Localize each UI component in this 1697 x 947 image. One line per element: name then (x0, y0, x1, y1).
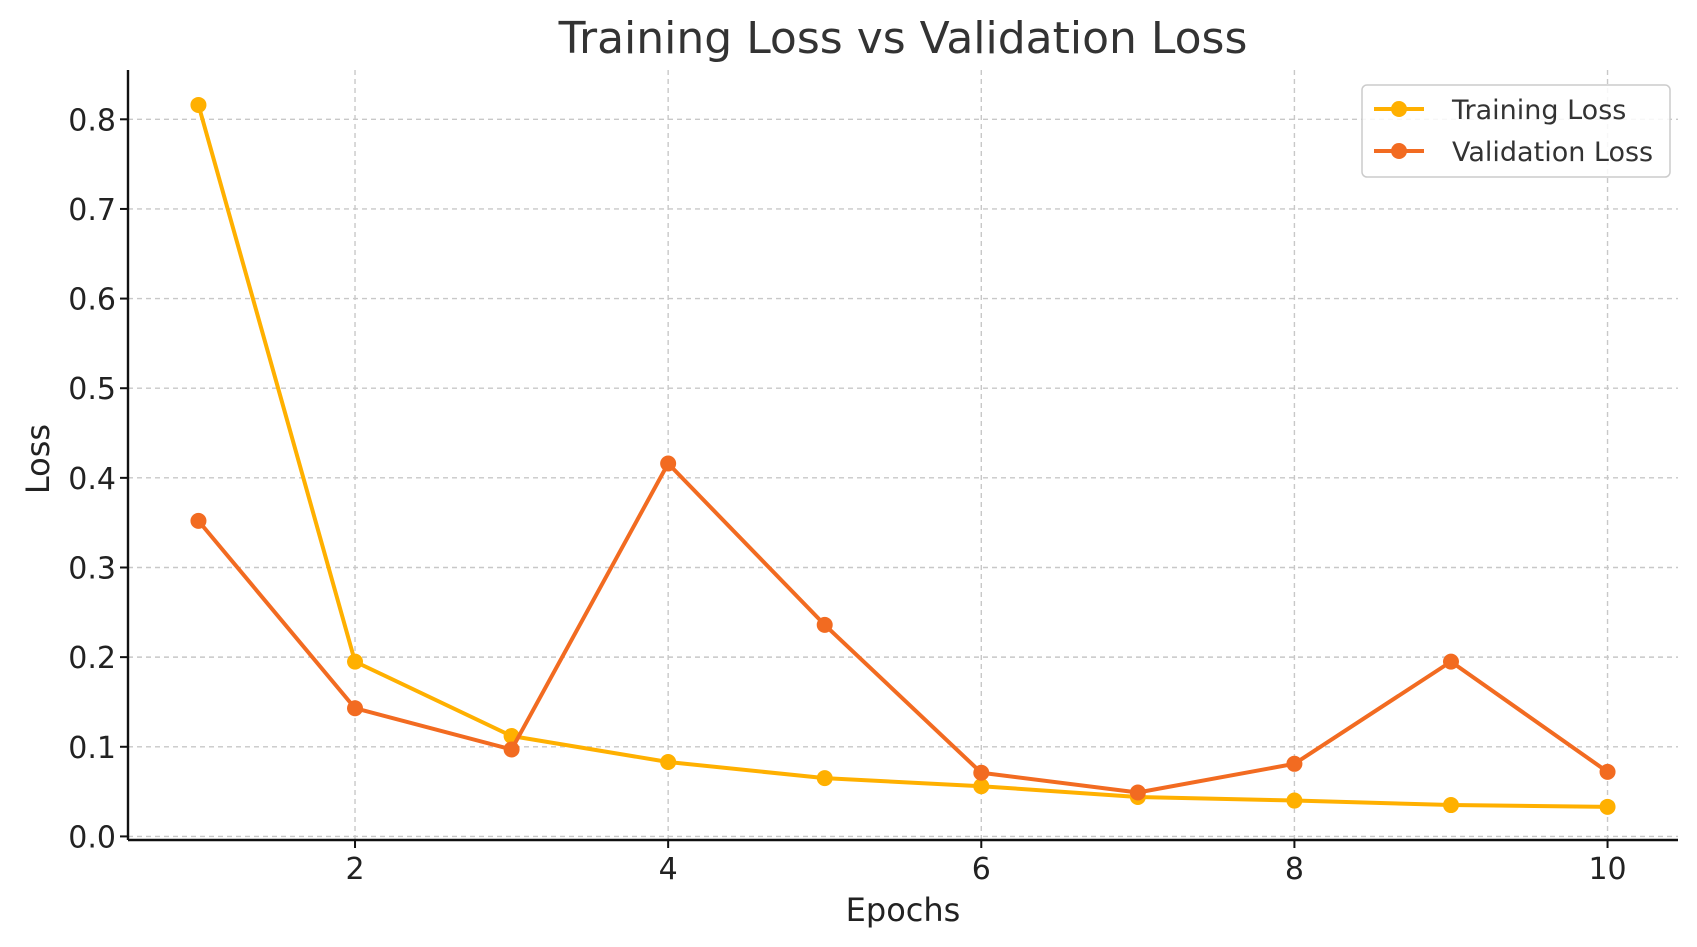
legend-box (1361, 84, 1671, 178)
y-tick-label: 0.1 (68, 731, 116, 766)
y-tick-label: 0.5 (68, 372, 116, 407)
data-point (190, 96, 207, 113)
data-point (660, 754, 677, 771)
x-axis-label: Epochs (846, 891, 961, 929)
data-point (347, 653, 364, 670)
data-point (190, 512, 207, 529)
x-tick-label: 6 (972, 852, 991, 887)
chart-title: Training Loss vs Validation Loss (558, 13, 1248, 64)
data-point (660, 455, 677, 472)
data-point (1286, 755, 1303, 772)
data-point (1442, 797, 1459, 814)
legend-item: Validation Loss (1374, 137, 1653, 168)
axes-layer: 2 4 6 8 10 0.0 0.1 0.2 0.3 0.4 0.5 0.6 0.7 0.8 (68, 70, 1678, 887)
x-tick-label: 8 (1285, 852, 1304, 887)
y-tick-label: 0.3 (68, 551, 116, 586)
legend: Training Loss Validation Loss (1361, 84, 1671, 178)
y-tick-label: 0.7 (68, 193, 116, 228)
series-line (196, 102, 1610, 809)
legend-label: Validation Loss (1452, 137, 1653, 168)
series-layer (190, 96, 1616, 815)
series-line (196, 461, 1610, 795)
data-point (1286, 792, 1303, 809)
y-tick-label: 0.8 (68, 103, 116, 138)
legend-item: Training Loss (1374, 95, 1626, 126)
data-point (503, 741, 520, 758)
grid-layer (128, 70, 1678, 840)
series-training-loss (190, 96, 1616, 815)
data-point (1599, 798, 1616, 815)
x-tick-label: 10 (1588, 852, 1626, 887)
data-point (347, 700, 364, 717)
y-tick-label: 0.4 (68, 462, 116, 497)
y-tick-label: 0.2 (68, 641, 116, 676)
y-tick-label: 0.0 (68, 820, 116, 855)
data-point (973, 764, 990, 781)
y-tick-label: 0.6 (68, 283, 116, 318)
x-tick-label: 4 (659, 852, 678, 887)
legend-swatch-marker (1391, 143, 1407, 159)
x-tick-label: 2 (345, 852, 364, 887)
data-point (1129, 784, 1146, 801)
data-point (973, 778, 990, 795)
legend-swatch-marker (1391, 101, 1407, 117)
y-axis-label: Loss (19, 424, 57, 494)
data-point (1442, 653, 1459, 670)
data-point (816, 616, 833, 633)
legend-label: Training Loss (1451, 95, 1626, 126)
data-point (816, 770, 833, 787)
series-validation-loss (190, 455, 1616, 801)
data-point (1599, 763, 1616, 780)
